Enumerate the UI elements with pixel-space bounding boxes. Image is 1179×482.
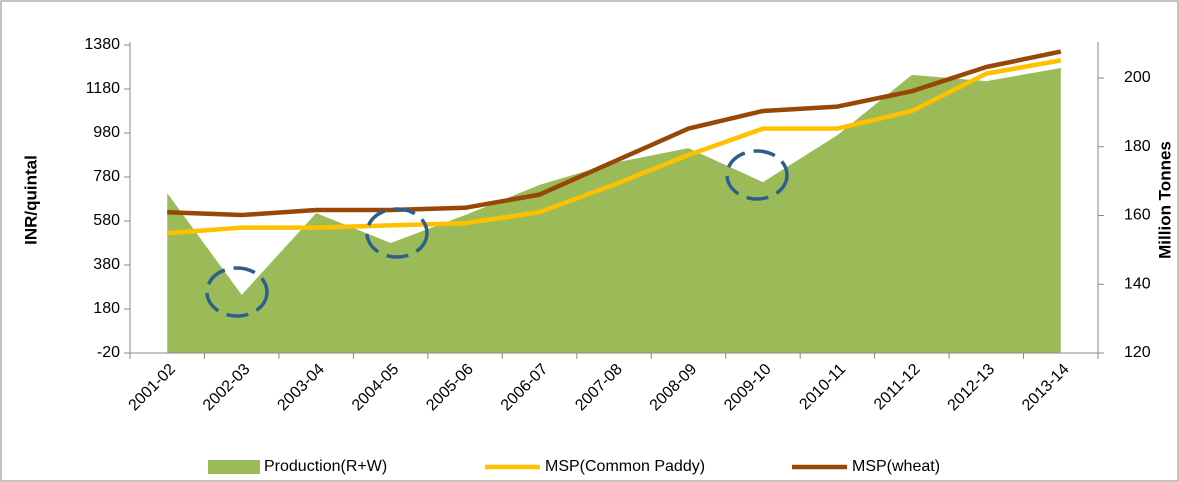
- legend-label: MSP(Common Paddy): [545, 458, 705, 475]
- y-tick-label: 180: [93, 300, 120, 317]
- y-axis-title: INR/quintal: [21, 155, 40, 245]
- area: [167, 68, 1061, 353]
- legend-label: Production(R+W): [264, 458, 387, 475]
- y-tick-label: -20: [97, 344, 120, 361]
- y-tick-label: 780: [93, 168, 120, 185]
- annotation-circles: [205, 149, 789, 318]
- y2-tick-label: 120: [1124, 344, 1151, 361]
- legend-swatch: [208, 460, 260, 474]
- annotation-circle: [205, 266, 269, 318]
- y2-tick-label: 160: [1124, 207, 1151, 224]
- line: [167, 58, 1062, 236]
- y-tick-label: 580: [93, 212, 120, 229]
- legend-label: MSP(wheat): [852, 458, 940, 475]
- y-tick-label: 380: [93, 256, 120, 273]
- y-tick-label: 1380: [84, 36, 120, 53]
- y2-tick-label: 180: [1124, 138, 1151, 155]
- y2-tick-label: 200: [1124, 69, 1151, 86]
- annotation-circle: [725, 149, 789, 201]
- y2-axis-title: Million Tonnes: [1155, 141, 1174, 259]
- y2-tick-label: 140: [1124, 275, 1151, 292]
- y-tick-label: 1180: [86, 80, 121, 97]
- line: [167, 49, 1062, 218]
- y-tick-label: 980: [93, 124, 120, 141]
- annotation-circle: [365, 207, 429, 259]
